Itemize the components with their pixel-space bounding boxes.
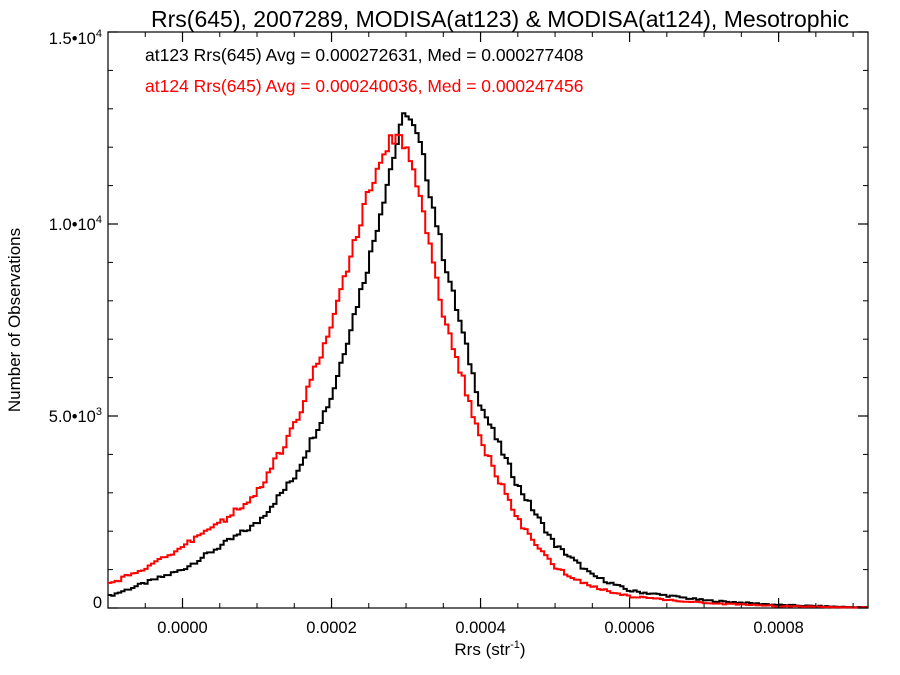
- y-axis-label: Number of Observations: [5, 228, 24, 412]
- x-tick-label: 0.0008: [753, 619, 803, 637]
- y-tick-label: 0: [93, 594, 102, 612]
- x-axis-label-sup: -1: [510, 639, 520, 651]
- y-tick-label: 1.0•104: [49, 214, 102, 234]
- x-axis-label: Rrs (str-1): [454, 639, 525, 659]
- chart-title: Rrs(645), 2007289, MODISA(at123) & MODIS…: [151, 6, 849, 32]
- x-tick-label: 0.0002: [306, 619, 356, 637]
- x-tick-label: 0.0004: [455, 619, 505, 637]
- plot-frame: [107, 31, 869, 609]
- series-1-line: [108, 133, 868, 609]
- x-axis-label-close: ): [520, 640, 526, 659]
- x-tick-label: 0.0000: [157, 619, 207, 637]
- annotation-at123: at123 Rrs(645) Avg = 0.000272631, Med = …: [145, 45, 584, 65]
- series-0-line: [108, 112, 868, 609]
- y-tick-label: 5.0•103: [49, 406, 102, 426]
- annotation-at124: at124 Rrs(645) Avg = 0.000240036, Med = …: [145, 76, 584, 96]
- y-tick-label: 1.5•104: [49, 28, 102, 48]
- x-tick-label: 0.0006: [604, 619, 654, 637]
- x-axis-label-base: Rrs (str: [454, 640, 510, 659]
